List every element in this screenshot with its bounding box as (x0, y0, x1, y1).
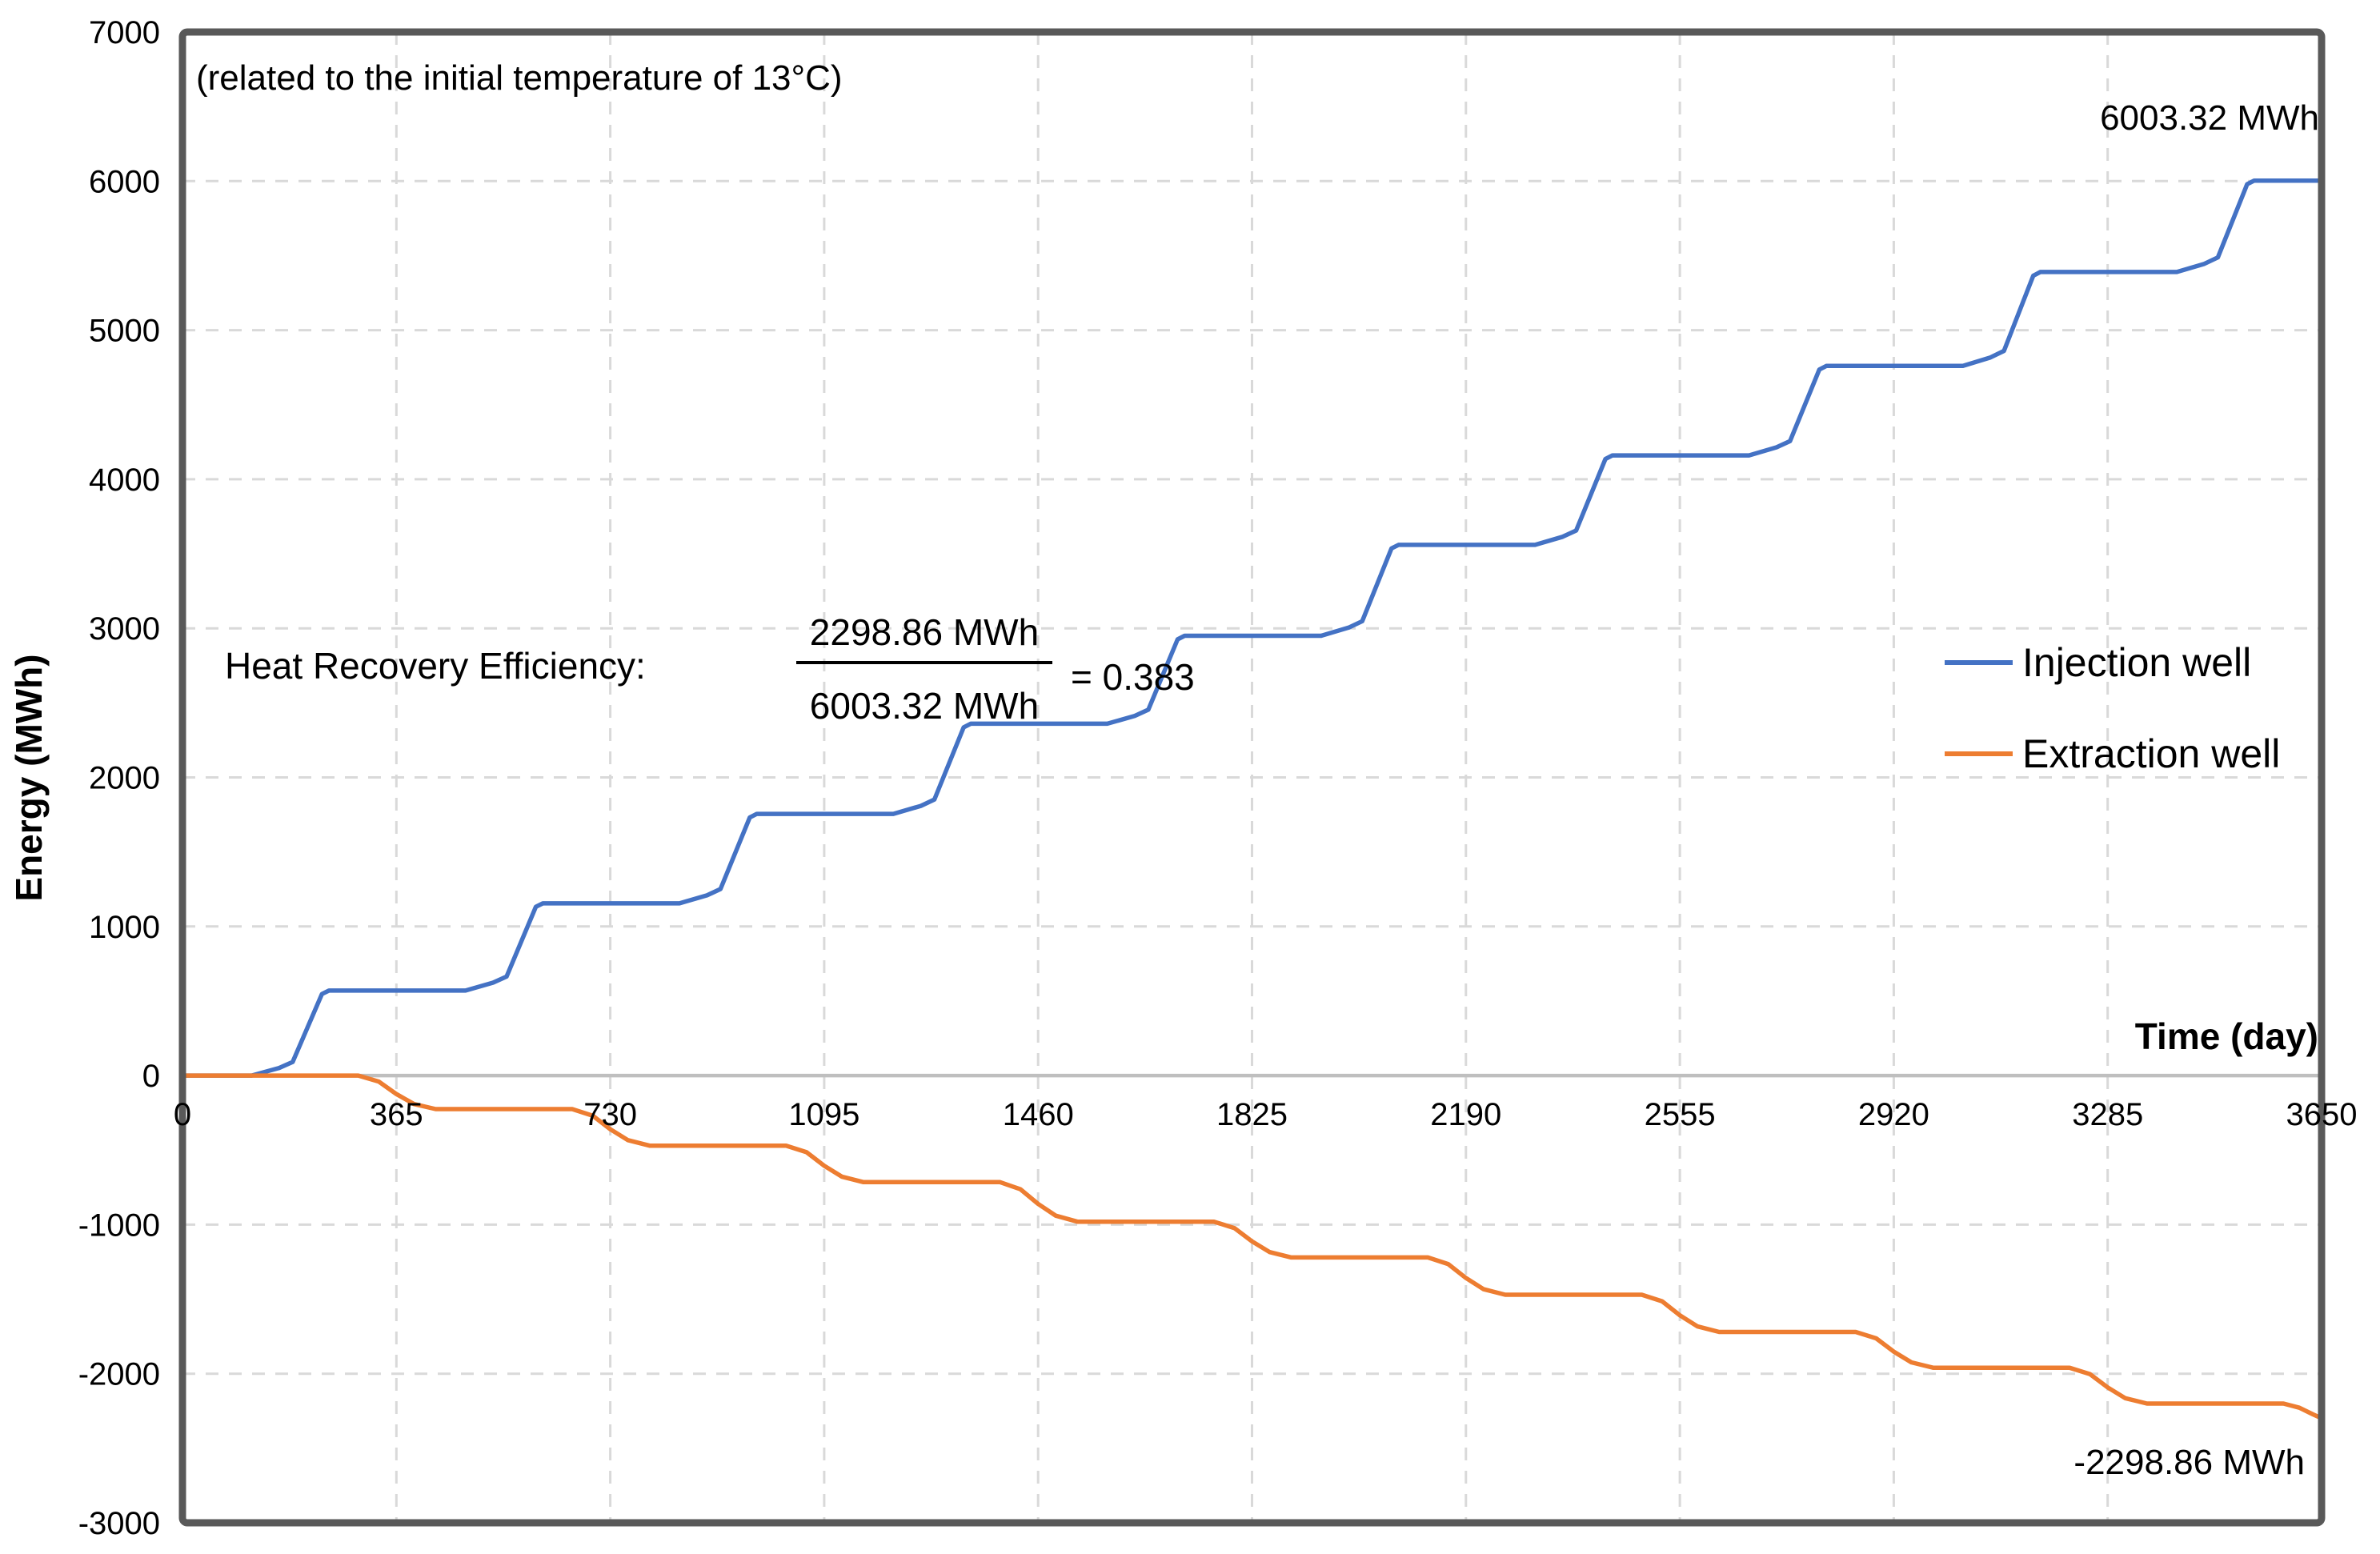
x-tick-label: 2555 (1645, 1097, 1716, 1132)
x-tick-label: 3285 (2072, 1097, 2143, 1132)
x-tick-label: 1095 (788, 1097, 859, 1132)
plot-frame (178, 28, 2326, 1527)
x-tick-label: 3650 (2286, 1097, 2358, 1132)
series-lines (180, 178, 2324, 1421)
efficiency-result: = 0.383 (1071, 656, 1195, 698)
x-tick-label: 2920 (1858, 1097, 1929, 1132)
y-tick-label: 3000 (89, 611, 160, 647)
gridlines (182, 32, 2322, 1523)
y-tick-label: -3000 (78, 1506, 160, 1541)
y-tick-label: 5000 (89, 314, 160, 349)
y-tick-label: 4000 (89, 463, 160, 498)
legend-injection-label: Injection well (2022, 640, 2251, 685)
x-tick-label: 0 (174, 1097, 191, 1132)
x-tick-label: 365 (370, 1097, 423, 1132)
y-tick-label: -2000 (78, 1357, 160, 1392)
y-tick-label: 6000 (89, 164, 160, 199)
y-tick-label: 2000 (89, 761, 160, 796)
y-tick-label: 7000 (89, 15, 160, 50)
x-axis-title: Time (day) (2135, 1015, 2318, 1057)
x-tick-label: 1460 (1003, 1097, 1074, 1132)
temperature-note: (related to the initial temperature of 1… (196, 58, 843, 98)
x-tick-label: 2190 (1430, 1097, 1501, 1132)
injection-final-annotation: 6003.32 MWh (2100, 98, 2319, 138)
efficiency-annotation: Heat Recovery Efficiency: 2298.86 MWh 60… (225, 611, 1195, 727)
x-tick-label: 730 (583, 1097, 637, 1132)
efficiency-label: Heat Recovery Efficiency: (225, 645, 646, 687)
y-tick-label: 1000 (89, 910, 160, 945)
extraction-well-curve (180, 1073, 2324, 1421)
legend: Injection well Extraction well (1945, 640, 2280, 776)
extraction-final-annotation: -2298.86 MWh (2073, 1443, 2305, 1482)
efficiency-numerator: 2298.86 MWh (810, 611, 1039, 653)
y-tick-label: 0 (142, 1059, 160, 1094)
y-axis-title: Energy (MWh) (8, 654, 50, 901)
y-axis-tick-labels: 7000 6000 5000 4000 3000 2000 1000 0 -1000 -2000 -… (78, 15, 160, 1541)
y-tick-label: -1000 (78, 1208, 160, 1243)
x-tick-label: 1825 (1216, 1097, 1288, 1132)
x-axis-tick-labels: 0 365 730 1095 1460 1825 2190 2555 2920 3285 3650 (174, 1097, 2358, 1132)
efficiency-denominator: 6003.32 MWh (810, 685, 1039, 727)
injection-well-curve (180, 178, 2324, 1078)
legend-extraction-label: Extraction well (2022, 731, 2280, 776)
